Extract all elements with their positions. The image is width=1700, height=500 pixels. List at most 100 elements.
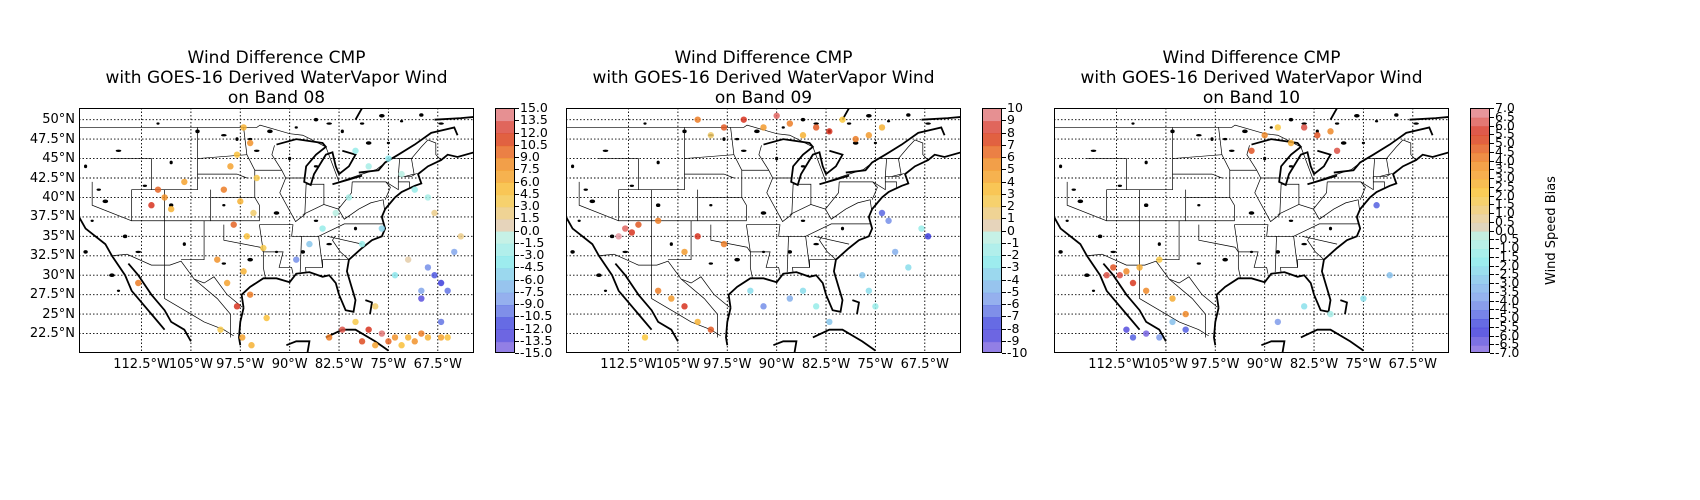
colorbar-tick-label: 3 <box>1007 185 1015 201</box>
data-point <box>1287 139 1295 147</box>
chart-title-line: with GOES-16 Derived WaterVapor Wind <box>105 68 448 88</box>
data-point <box>1123 268 1130 275</box>
data-point <box>1261 132 1268 139</box>
data-point <box>924 233 932 240</box>
colorbar-segment <box>1471 301 1489 311</box>
state-border <box>885 181 897 188</box>
data-point <box>1169 318 1176 326</box>
x-tick-label: 97.5°W <box>703 357 752 372</box>
colorbar-tick-mark <box>1490 178 1494 179</box>
colorbar-segment <box>983 182 1001 196</box>
data-point <box>431 209 438 217</box>
data-point <box>437 318 445 326</box>
lake-speck <box>1301 242 1307 246</box>
colorbar-tick-label: -2.5 <box>1495 266 1520 282</box>
data-point <box>720 240 728 248</box>
coastline <box>354 108 363 121</box>
state-border <box>306 181 353 210</box>
data-point <box>720 124 728 131</box>
colorbar-segment <box>496 170 514 183</box>
colorbar-tick-label: -4 <box>1007 271 1020 287</box>
state-border <box>766 177 794 223</box>
state-border <box>1313 199 1360 220</box>
colorbar-tick-label: -8 <box>1007 320 1020 336</box>
lake-speck <box>1228 149 1235 152</box>
coastline <box>1307 174 1338 186</box>
data-point <box>325 334 333 341</box>
colorbar <box>982 108 1002 353</box>
lake-speck <box>399 120 404 123</box>
data-point <box>1300 124 1308 131</box>
colorbar-tick-mark <box>1002 304 1006 305</box>
lake-speck <box>221 262 227 265</box>
chart-title-line: with GOES-16 Derived WaterVapor Wind <box>592 68 935 88</box>
state-border <box>1254 177 1282 223</box>
colorbar-segment <box>496 145 514 159</box>
colorbar-tick-label: -6.5 <box>1495 336 1520 352</box>
x-tick-label: 105°W <box>1143 357 1188 372</box>
colorbar-tick-label: -1.5 <box>520 234 545 250</box>
colorbar-segment <box>1471 284 1489 294</box>
coastline <box>79 215 166 331</box>
state-border <box>680 278 718 338</box>
colorbar-segment <box>983 256 1001 269</box>
map-plot-area <box>79 108 474 353</box>
data-point <box>1386 272 1393 279</box>
coastline <box>434 116 474 121</box>
x-tick-label: 112.5°W <box>600 357 657 372</box>
coastline <box>127 262 192 342</box>
lake-speck <box>840 226 845 231</box>
lake-speck <box>96 188 101 191</box>
colorbar-tick-mark <box>515 230 519 232</box>
data-point <box>668 295 675 302</box>
colorbar-tick-mark <box>1490 291 1494 293</box>
data-point <box>1156 334 1163 341</box>
state-border <box>758 145 770 171</box>
state-border <box>1066 181 1107 222</box>
lake-speck <box>708 262 714 265</box>
colorbar-tick-label: -9.0 <box>520 296 545 311</box>
colorbar-tick-label: -10 <box>1007 345 1028 360</box>
state-border <box>668 220 692 261</box>
state-border <box>1302 235 1338 245</box>
x-tick-label: 82.5°W <box>314 357 364 372</box>
data-point <box>135 279 142 287</box>
colorbar-segment <box>1471 231 1489 241</box>
lake-speck <box>83 164 88 169</box>
colorbar-segment <box>1471 222 1489 232</box>
lake-speck <box>438 122 444 125</box>
data-point <box>905 264 912 271</box>
colorbar-tick-mark <box>1002 279 1006 281</box>
colorbar-segment <box>1471 240 1489 250</box>
x-tick-label: 97.5°W <box>216 357 265 372</box>
lake-speck <box>852 141 859 145</box>
data-point <box>786 120 794 127</box>
lake-speck <box>1144 160 1148 165</box>
lake-speck <box>1288 117 1294 122</box>
state-border <box>1307 236 1325 260</box>
lake-speck <box>365 141 372 145</box>
colorbar-tick-mark <box>1490 309 1494 311</box>
coastline <box>1102 262 1167 342</box>
coastline <box>1409 116 1449 121</box>
colorbar-tick-mark <box>515 279 519 281</box>
lake-speck <box>102 199 109 204</box>
y-tick-label: 45°N <box>42 151 75 167</box>
data-point <box>424 194 432 201</box>
lake-speck <box>1157 242 1161 246</box>
colorbar-segment <box>1471 214 1489 224</box>
coastline <box>238 307 245 346</box>
colorbar-segment <box>496 133 514 147</box>
data-point <box>615 233 622 240</box>
data-point <box>760 124 767 131</box>
state-border <box>299 236 302 273</box>
data-point <box>707 326 715 333</box>
colorbar-tick-mark <box>515 181 519 183</box>
coastline <box>763 138 844 187</box>
x-tick-label: 112.5°W <box>1088 357 1145 372</box>
colorbar-segment <box>1471 126 1489 136</box>
data-point <box>154 186 162 193</box>
data-point <box>418 287 425 294</box>
data-point <box>1182 310 1189 318</box>
colorbar-tick-mark <box>515 304 519 305</box>
